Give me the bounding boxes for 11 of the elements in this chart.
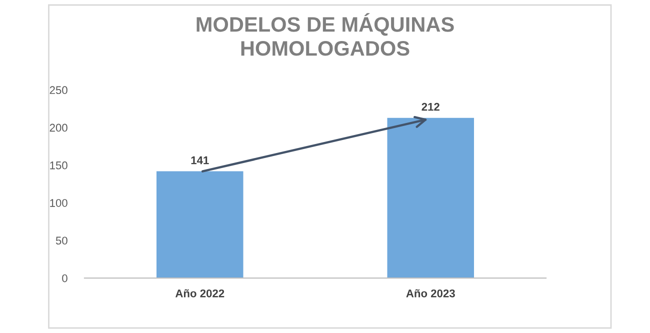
- x-tick-label: Año 2023: [406, 289, 455, 298]
- x-tick-label: Año 2022: [175, 289, 224, 298]
- y-tick-label: 100: [50, 199, 68, 207]
- y-tick-label: 50: [56, 236, 68, 245]
- data-label: 212: [422, 102, 440, 111]
- chart-title: MODELOS DE MÁQUINAS HOMOLOGADOS: [196, 13, 454, 56]
- y-tick-label: 0: [62, 274, 68, 282]
- y-tick-label: 200: [50, 124, 68, 132]
- y-tick-label: 150: [50, 161, 68, 170]
- data-label: 141: [191, 156, 209, 164]
- y-tick-label: 250: [50, 86, 68, 94]
